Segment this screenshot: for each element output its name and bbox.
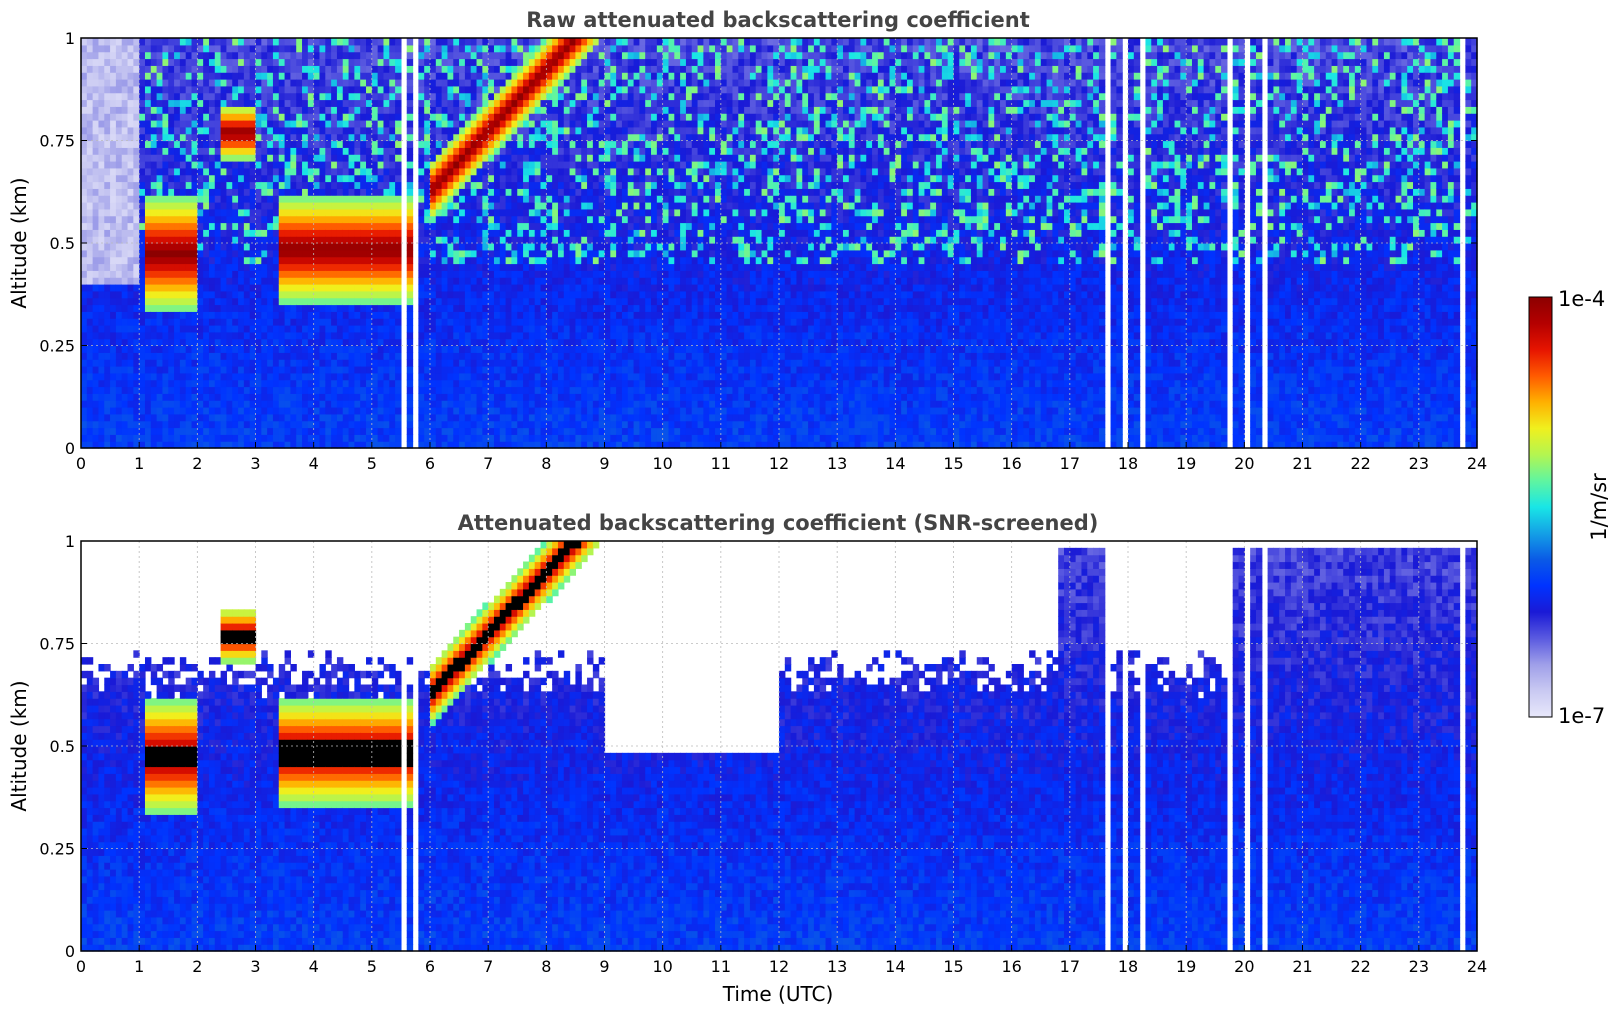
screened-panel-title: Attenuated backscattering coefficient (S… — [458, 511, 1099, 535]
x-tick-label: 13 — [827, 957, 847, 976]
x-tick-label: 17 — [1060, 957, 1080, 976]
x-tick-label: 13 — [827, 454, 847, 473]
x-tick-label: 11 — [711, 454, 731, 473]
x-tick-label: 0 — [76, 957, 86, 976]
y-tick-label: 0.5 — [50, 234, 75, 253]
y-tick-label: 0 — [65, 942, 75, 961]
x-tick-label: 22 — [1350, 957, 1370, 976]
screened-panel: Attenuated backscattering coefficient (S… — [7, 511, 1487, 1006]
x-tick-label: 20 — [1234, 454, 1254, 473]
x-tick-label: 16 — [1001, 454, 1021, 473]
x-tick-label: 2 — [192, 454, 202, 473]
x-tick-label: 8 — [541, 454, 551, 473]
x-tick-label: 3 — [250, 454, 260, 473]
screened-y-axis-label: Altitude (km) — [7, 680, 31, 811]
x-tick-label: 20 — [1234, 957, 1254, 976]
x-tick-label: 14 — [885, 454, 905, 473]
x-tick-label: 10 — [652, 454, 672, 473]
y-tick-label: 0.75 — [39, 132, 75, 151]
x-tick-label: 19 — [1176, 957, 1196, 976]
x-tick-label: 9 — [599, 454, 609, 473]
x-tick-label: 1 — [134, 957, 144, 976]
x-tick-label: 9 — [599, 957, 609, 976]
x-tick-label: 23 — [1409, 957, 1429, 976]
x-tick-label: 0 — [76, 454, 86, 473]
x-tick-label: 15 — [943, 957, 963, 976]
colorbar-bar — [1529, 297, 1552, 717]
x-tick-label: 14 — [885, 957, 905, 976]
x-tick-label: 19 — [1176, 454, 1196, 473]
y-tick-label: 1 — [65, 29, 75, 48]
x-tick-label: 10 — [652, 957, 672, 976]
x-tick-label: 7 — [483, 957, 493, 976]
time-axis-label: Time (UTC) — [722, 982, 834, 1006]
x-tick-label: 8 — [541, 957, 551, 976]
x-tick-label: 11 — [711, 957, 731, 976]
x-tick-label: 21 — [1292, 957, 1312, 976]
raw-y-axis-label: Altitude (km) — [7, 177, 31, 308]
y-tick-label: 0.25 — [39, 337, 75, 356]
x-tick-label: 1 — [134, 454, 144, 473]
y-tick-label: 0 — [65, 439, 75, 458]
x-tick-label: 17 — [1060, 454, 1080, 473]
figure: Raw attenuated backscattering coefficien… — [0, 0, 1621, 1020]
x-tick-label: 24 — [1467, 957, 1487, 976]
x-tick-label: 21 — [1292, 454, 1312, 473]
x-tick-label: 6 — [425, 957, 435, 976]
y-tick-label: 0.75 — [39, 635, 75, 654]
x-tick-label: 22 — [1350, 454, 1370, 473]
colorbar-unit-label: 1/m/sr — [1587, 473, 1611, 541]
x-tick-label: 18 — [1118, 454, 1138, 473]
x-tick-label: 18 — [1118, 957, 1138, 976]
x-tick-label: 7 — [483, 454, 493, 473]
raw-panel: Raw attenuated backscattering coefficien… — [7, 8, 1487, 473]
x-tick-label: 6 — [425, 454, 435, 473]
y-tick-label: 1 — [65, 532, 75, 551]
x-tick-label: 3 — [250, 957, 260, 976]
x-tick-label: 15 — [943, 454, 963, 473]
x-tick-label: 12 — [769, 454, 789, 473]
colorbar-max-label: 1e-4 — [1558, 287, 1605, 311]
x-tick-label: 2 — [192, 957, 202, 976]
colorbar-min-label: 1e-7 — [1558, 704, 1605, 728]
raw-panel-title: Raw attenuated backscattering coefficien… — [526, 8, 1030, 32]
y-tick-label: 0.25 — [39, 840, 75, 859]
x-tick-label: 23 — [1409, 454, 1429, 473]
x-tick-label: 5 — [367, 454, 377, 473]
colorbar: 1e-4 1e-7 1/m/sr — [1529, 287, 1611, 728]
x-tick-label: 4 — [309, 454, 319, 473]
x-tick-label: 12 — [769, 957, 789, 976]
y-tick-label: 0.5 — [50, 737, 75, 756]
figure-svg: Raw attenuated backscattering coefficien… — [0, 0, 1621, 1020]
x-tick-label: 16 — [1001, 957, 1021, 976]
x-tick-label: 5 — [367, 957, 377, 976]
x-tick-label: 4 — [309, 957, 319, 976]
x-tick-label: 24 — [1467, 454, 1487, 473]
